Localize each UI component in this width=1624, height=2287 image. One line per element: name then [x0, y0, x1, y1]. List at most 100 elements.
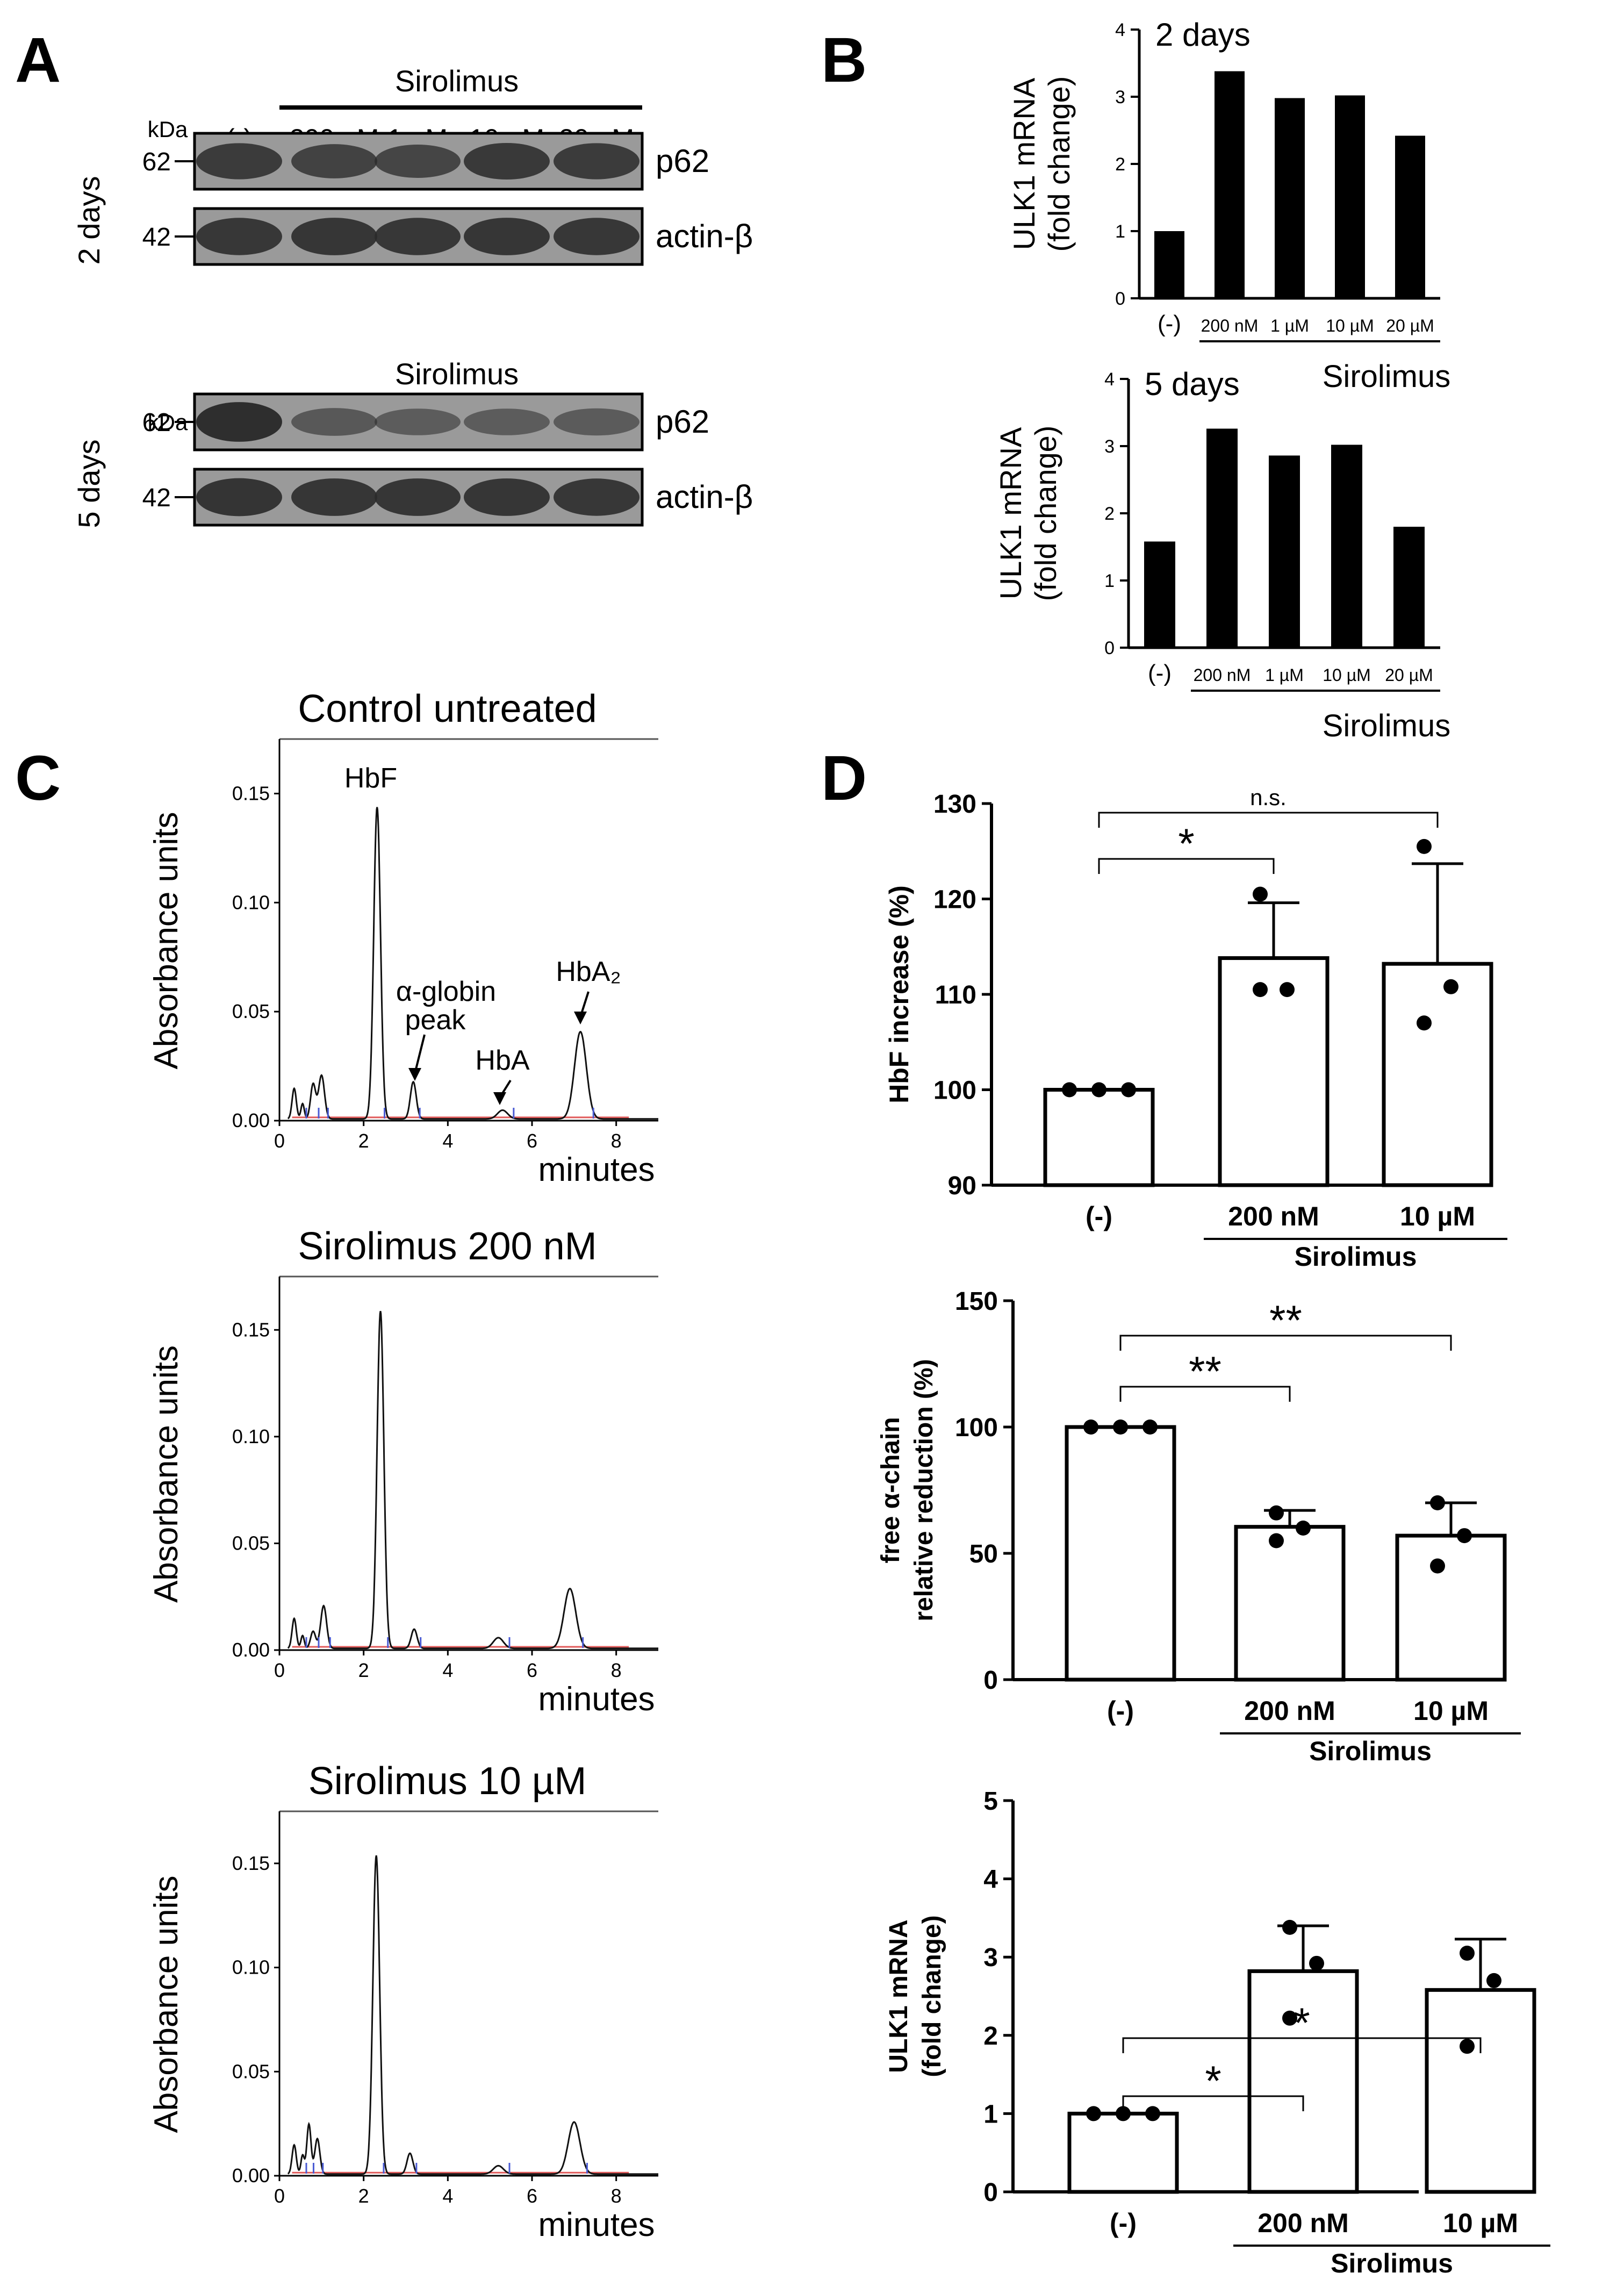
x-tick-label: 6	[527, 2185, 537, 2207]
marker-kda-label: 42	[142, 484, 171, 512]
blot-band	[291, 478, 377, 516]
category-label: 200 nM	[1244, 1696, 1335, 1726]
y-tick-label: 0	[983, 1666, 998, 1695]
protein-label: actin-β	[656, 479, 753, 515]
category-label: 200 nM	[1201, 316, 1259, 335]
blot-band	[375, 218, 461, 255]
data-point	[1083, 1419, 1098, 1435]
y-tick-label: 2	[983, 2022, 998, 2051]
significance-label: **	[1269, 1296, 1302, 1344]
y-tick-label: 0.05	[232, 2060, 270, 2082]
bar	[1331, 445, 1362, 648]
blot-band	[554, 478, 639, 516]
y-tick-label: 100	[955, 1414, 998, 1442]
kda-label: kDa	[148, 117, 188, 142]
y-axis-label: (fold change)	[1029, 426, 1062, 601]
x-tick-label: 4	[442, 2185, 453, 2207]
x-tick-label: 4	[442, 1659, 453, 1681]
panel-letter-a: A	[15, 25, 61, 96]
group-label: Sirolimus	[1295, 1242, 1417, 1272]
blot-day-label: 2 days	[72, 176, 106, 265]
y-tick-label: 0.10	[232, 1956, 270, 1978]
x-tick-label: 0	[274, 1130, 285, 1152]
x-axis-label: minutes	[538, 2206, 655, 2243]
category-label: 10 µM	[1413, 1696, 1489, 1726]
x-tick-label: 8	[611, 1130, 622, 1152]
marker-kda-label: 42	[142, 223, 171, 252]
peak-annotation-hba: HbA	[475, 1045, 529, 1076]
significance-label: **	[1189, 1347, 1221, 1395]
data-point	[1430, 1495, 1445, 1510]
data-point	[1280, 982, 1295, 998]
category-label: (-)	[1148, 660, 1172, 686]
y-axis-label: ULK1 mRNA	[994, 427, 1027, 599]
y-axis-label: free α-chain	[876, 1417, 905, 1563]
x-axis-label: minutes	[538, 1681, 655, 1718]
x-axis-label: minutes	[538, 1151, 655, 1188]
category-label: (-)	[1158, 311, 1181, 337]
blot-band	[464, 408, 550, 435]
category-label: (-)	[1110, 2208, 1137, 2238]
data-point	[1091, 1082, 1106, 1098]
data-point	[1116, 2106, 1131, 2121]
data-point	[1430, 1558, 1445, 1574]
bar	[1395, 1533, 1507, 1682]
x-tick-label: 6	[527, 1130, 537, 1152]
panel-letter-b: B	[821, 25, 867, 96]
category-label: 200 nM	[1194, 665, 1251, 685]
blot-band	[291, 408, 377, 436]
group-label: Sirolimus	[1323, 359, 1451, 394]
category-label: 1 µM	[1265, 665, 1304, 685]
category-label: 200 nM	[1257, 2208, 1349, 2238]
data-point	[1269, 1505, 1284, 1521]
annotation-arrowhead	[493, 1092, 506, 1105]
y-axis-label: Absorbance units	[148, 1345, 185, 1603]
chart-title: 5 days	[1145, 366, 1240, 402]
y-tick-label: 0.00	[232, 1109, 270, 1131]
category-label: (-)	[1107, 1696, 1134, 1726]
y-tick-label: 1	[1115, 221, 1125, 242]
sirolimus-group-label: Sirolimus	[395, 357, 519, 391]
protein-label: p62	[656, 143, 709, 179]
category-label: 10 µM	[1323, 665, 1371, 685]
chart-title: 2 days	[1155, 17, 1251, 53]
y-tick-label: 0.15	[232, 1852, 270, 1874]
bar	[1234, 1525, 1346, 1682]
y-tick-label: 3	[983, 1944, 998, 1972]
x-tick-label: 2	[358, 1659, 369, 1681]
group-label: Sirolimus	[1331, 2248, 1453, 2278]
category-label: 10 µM	[1443, 2208, 1518, 2238]
x-tick-label: 2	[358, 2185, 369, 2207]
data-point	[1417, 838, 1432, 854]
bar	[1154, 231, 1184, 298]
panel-d-hbf-chart: 90 100 110 120 130 (-) 200 nM 10 µM Sirolimus * n.…	[884, 785, 1507, 1272]
data-point	[1253, 982, 1268, 998]
blot-band	[554, 143, 639, 180]
bar	[1247, 1969, 1359, 2194]
category-label: (-)	[1086, 1201, 1112, 1231]
chart-title: Sirolimus 200 nM	[298, 1225, 597, 1268]
y-tick-label: 0	[983, 2178, 998, 2207]
blot-band	[291, 144, 377, 178]
sirolimus-group-label: Sirolimus	[395, 64, 519, 98]
chromatogram-trace	[287, 807, 658, 1120]
data-point	[1062, 1082, 1077, 1098]
y-tick-label: 50	[969, 1540, 998, 1568]
y-axis-label: HbF increase (%)	[884, 885, 914, 1103]
data-point	[1282, 1919, 1297, 1935]
blot-band	[375, 408, 461, 435]
y-tick-label: 90	[948, 1172, 976, 1200]
bar	[1269, 455, 1300, 648]
y-tick-label: 1	[983, 2100, 998, 2128]
category-label: 10 µM	[1400, 1201, 1475, 1231]
bar	[1395, 135, 1425, 298]
y-tick-label: 0.05	[232, 1532, 270, 1554]
annotation-arrow	[414, 1034, 426, 1074]
x-tick-label: 8	[611, 1659, 622, 1681]
y-tick-label: 5	[983, 1787, 998, 1816]
data-point	[1309, 1955, 1324, 1971]
chromatogram-trace	[287, 1855, 658, 2175]
